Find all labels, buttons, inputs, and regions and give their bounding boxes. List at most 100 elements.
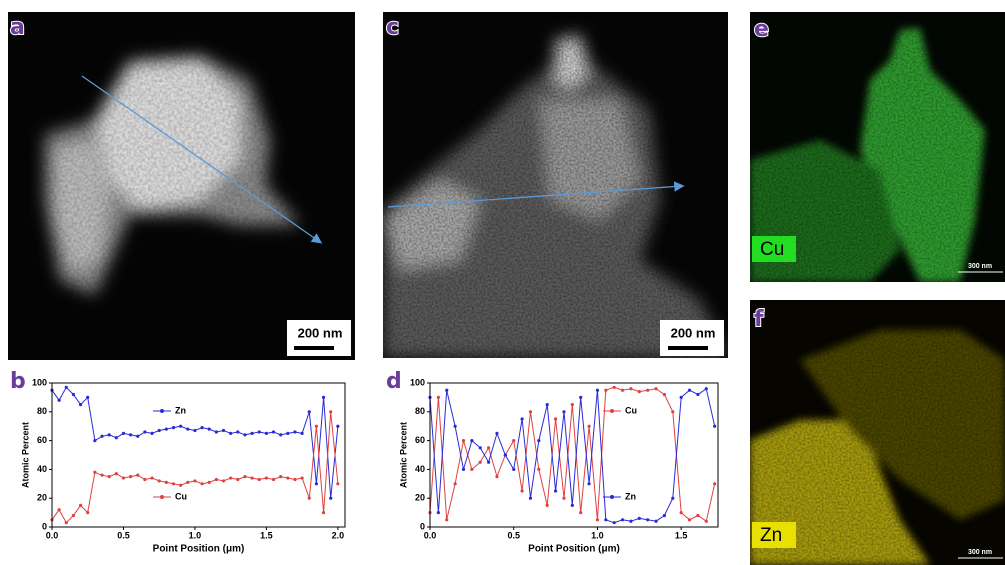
x-tick-label: 0.5: [507, 530, 520, 540]
legend-marker: [160, 495, 164, 499]
data-point: [613, 521, 616, 524]
data-point: [150, 432, 153, 435]
data-point: [250, 476, 253, 479]
data-point: [72, 514, 75, 517]
element-label: Cu: [760, 239, 784, 260]
data-point: [520, 417, 523, 420]
data-point: [250, 432, 253, 435]
data-point: [79, 504, 82, 507]
data-point: [236, 478, 239, 481]
data-point: [680, 396, 683, 399]
data-point: [122, 432, 125, 435]
y-tick-label: 60: [37, 435, 47, 445]
data-point: [529, 410, 532, 413]
data-point: [554, 417, 557, 420]
data-point: [243, 475, 246, 478]
data-point: [462, 439, 465, 442]
panel-label: a: [10, 15, 25, 40]
data-point: [562, 497, 565, 500]
data-point: [165, 481, 168, 484]
data-point: [301, 476, 304, 479]
x-axis-title: Point Position (μm): [153, 544, 245, 555]
eds-map-zn: [750, 300, 1005, 565]
data-point: [629, 520, 632, 523]
x-tick-label: 0.0: [424, 530, 437, 540]
data-point: [470, 468, 473, 471]
data-point: [200, 426, 203, 429]
data-point: [165, 427, 168, 430]
data-point: [258, 430, 261, 433]
data-point: [587, 482, 590, 485]
data-point: [663, 514, 666, 517]
data-point: [58, 399, 61, 402]
data-point: [179, 484, 182, 487]
x-tick-label: 1.5: [260, 530, 273, 540]
data-point: [172, 426, 175, 429]
data-point: [688, 389, 691, 392]
data-point: [136, 474, 139, 477]
data-point: [158, 479, 161, 482]
data-point: [604, 518, 607, 521]
data-point: [646, 389, 649, 392]
data-point: [93, 471, 96, 474]
data-point: [115, 436, 118, 439]
y-tick-label: 100: [410, 377, 425, 387]
data-point: [100, 474, 103, 477]
data-point: [437, 396, 440, 399]
data-point: [587, 425, 590, 428]
data-point: [72, 393, 75, 396]
panel-label: f: [754, 307, 764, 332]
data-point: [629, 387, 632, 390]
data-point: [315, 425, 318, 428]
y-tick-label: 40: [415, 464, 425, 474]
data-point: [445, 518, 448, 521]
data-point: [115, 472, 118, 475]
data-point: [150, 476, 153, 479]
data-point: [520, 489, 523, 492]
data-point: [286, 432, 289, 435]
x-tick-label: 0.5: [117, 530, 130, 540]
data-point: [613, 386, 616, 389]
tem-image-a: [8, 12, 355, 360]
data-point: [688, 518, 691, 521]
legend-label: Zn: [625, 491, 636, 501]
panel-label: b: [10, 369, 26, 394]
plot-frame: [430, 383, 718, 527]
data-point: [143, 430, 146, 433]
data-point: [58, 508, 61, 511]
data-point: [638, 390, 641, 393]
data-point: [470, 439, 473, 442]
data-point: [186, 427, 189, 430]
data-point: [554, 489, 557, 492]
x-tick-label: 0.0: [46, 530, 59, 540]
panel-label: d: [386, 369, 402, 394]
data-point: [272, 430, 275, 433]
legend-label: Cu: [625, 405, 637, 415]
scale-bar-label: 200 nm: [298, 325, 343, 340]
legend-label: Zn: [175, 405, 186, 415]
y-tick-label: 60: [415, 435, 425, 445]
data-point: [646, 518, 649, 521]
data-point: [193, 429, 196, 432]
data-point: [696, 514, 699, 517]
data-point: [487, 446, 490, 449]
data-point: [308, 497, 311, 500]
data-point: [604, 389, 607, 392]
data-point: [654, 520, 657, 523]
data-point: [301, 432, 304, 435]
x-axis-title: Point Position (μm): [528, 544, 620, 555]
data-point: [437, 511, 440, 514]
data-point: [265, 476, 268, 479]
data-point: [65, 386, 68, 389]
data-point: [143, 478, 146, 481]
data-point: [208, 427, 211, 430]
data-point: [329, 497, 332, 500]
legend-marker: [610, 495, 614, 499]
line-chart: 0204060801000.00.51.01.5CuZnPoint Positi…: [398, 377, 718, 554]
panel-label: e: [754, 17, 769, 42]
data-point: [265, 432, 268, 435]
data-point: [322, 511, 325, 514]
y-tick-label: 80: [37, 406, 47, 416]
data-point: [454, 482, 457, 485]
data-point: [713, 482, 716, 485]
